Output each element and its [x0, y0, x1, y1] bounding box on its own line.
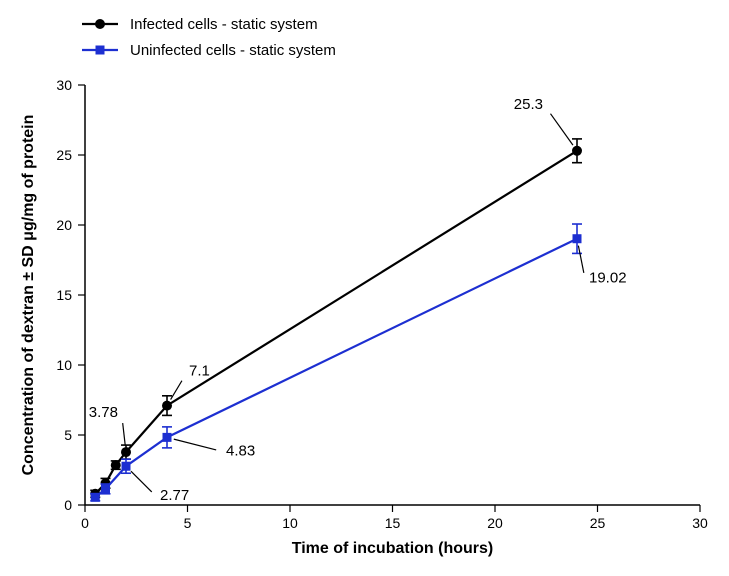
data-point: [572, 146, 582, 156]
data-point: [91, 493, 100, 502]
line-chart: 0 5 10 15 20 25 30 Time of incubation (hours) 0 5…: [0, 0, 729, 576]
data-point: [573, 234, 582, 243]
data-point: [111, 460, 121, 470]
y-tick-label: 10: [56, 357, 72, 373]
annotation-label: 3.78: [89, 404, 118, 421]
annotation-label: 2.77: [160, 487, 189, 504]
x-tick-label: 15: [385, 515, 401, 531]
annotation-label: 19.02: [589, 270, 627, 287]
annotation-label: 25.3: [514, 96, 543, 113]
x-tick-label: 5: [184, 515, 192, 531]
chart-container: 0 5 10 15 20 25 30 Time of incubation (hours) 0 5…: [0, 0, 729, 576]
x-tick-label: 25: [590, 515, 606, 531]
data-point: [122, 462, 131, 471]
y-tick-label: 20: [56, 217, 72, 233]
y-tick-label: 5: [64, 427, 72, 443]
data-point: [163, 433, 172, 442]
annotation-label: 4.83: [226, 442, 255, 459]
y-tick-label: 25: [56, 147, 72, 163]
y-axis-title: Concentration of dextran ± SD μg/mg of p…: [20, 115, 37, 476]
legend-label: Infected cells - static system: [130, 16, 318, 33]
legend-marker: [95, 19, 105, 29]
y-tick-label: 30: [56, 77, 72, 93]
data-point: [101, 484, 110, 493]
legend-marker: [96, 46, 105, 55]
y-tick-label: 15: [56, 287, 72, 303]
x-tick-label: 10: [282, 515, 298, 531]
legend-label: Uninfected cells - static system: [130, 42, 336, 59]
x-tick-label: 0: [81, 515, 89, 531]
x-tick-label: 20: [487, 515, 503, 531]
data-point: [162, 401, 172, 411]
annotation-label: 7.1: [189, 363, 210, 380]
x-axis-title: Time of incubation (hours): [292, 540, 493, 557]
x-tick-label: 30: [692, 515, 708, 531]
y-tick-label: 0: [64, 497, 72, 513]
data-point: [121, 447, 131, 457]
